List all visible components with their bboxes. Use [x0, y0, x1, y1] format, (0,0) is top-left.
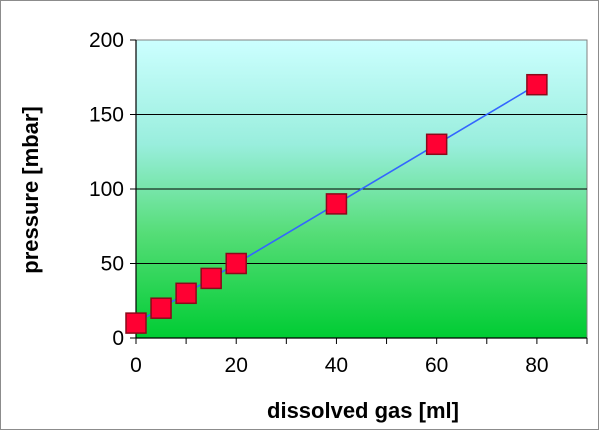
data-point [225, 252, 247, 275]
y-tick-label: 50 [101, 253, 124, 276]
data-point [325, 193, 348, 215]
y-tick-label: 200 [89, 29, 124, 52]
y-tick-label: 100 [89, 178, 124, 201]
x-tick-label: 20 [225, 354, 248, 377]
x-tick-label: 60 [425, 354, 448, 377]
data-point [425, 133, 448, 156]
data-point [175, 282, 197, 305]
axes [130, 39, 588, 344]
data-point [125, 312, 147, 334]
data-point [200, 267, 222, 290]
data-point [150, 297, 172, 319]
y-tick-label: 0 [112, 327, 124, 350]
data-point [526, 73, 548, 96]
y-axis-title: pressure [mbar] [18, 106, 43, 274]
x-tick-label: 0 [130, 354, 142, 377]
y-tick-labels: 0 50 100 150 200 [89, 29, 124, 350]
x-axis-title: dissolved gas [ml] [267, 398, 459, 423]
y-tick-label: 150 [89, 104, 124, 127]
x-tick-label: 40 [325, 354, 348, 377]
data-series [125, 73, 548, 334]
x-tick-label: 80 [525, 354, 548, 377]
x-tick-labels: 0 20 40 60 80 [130, 354, 548, 377]
